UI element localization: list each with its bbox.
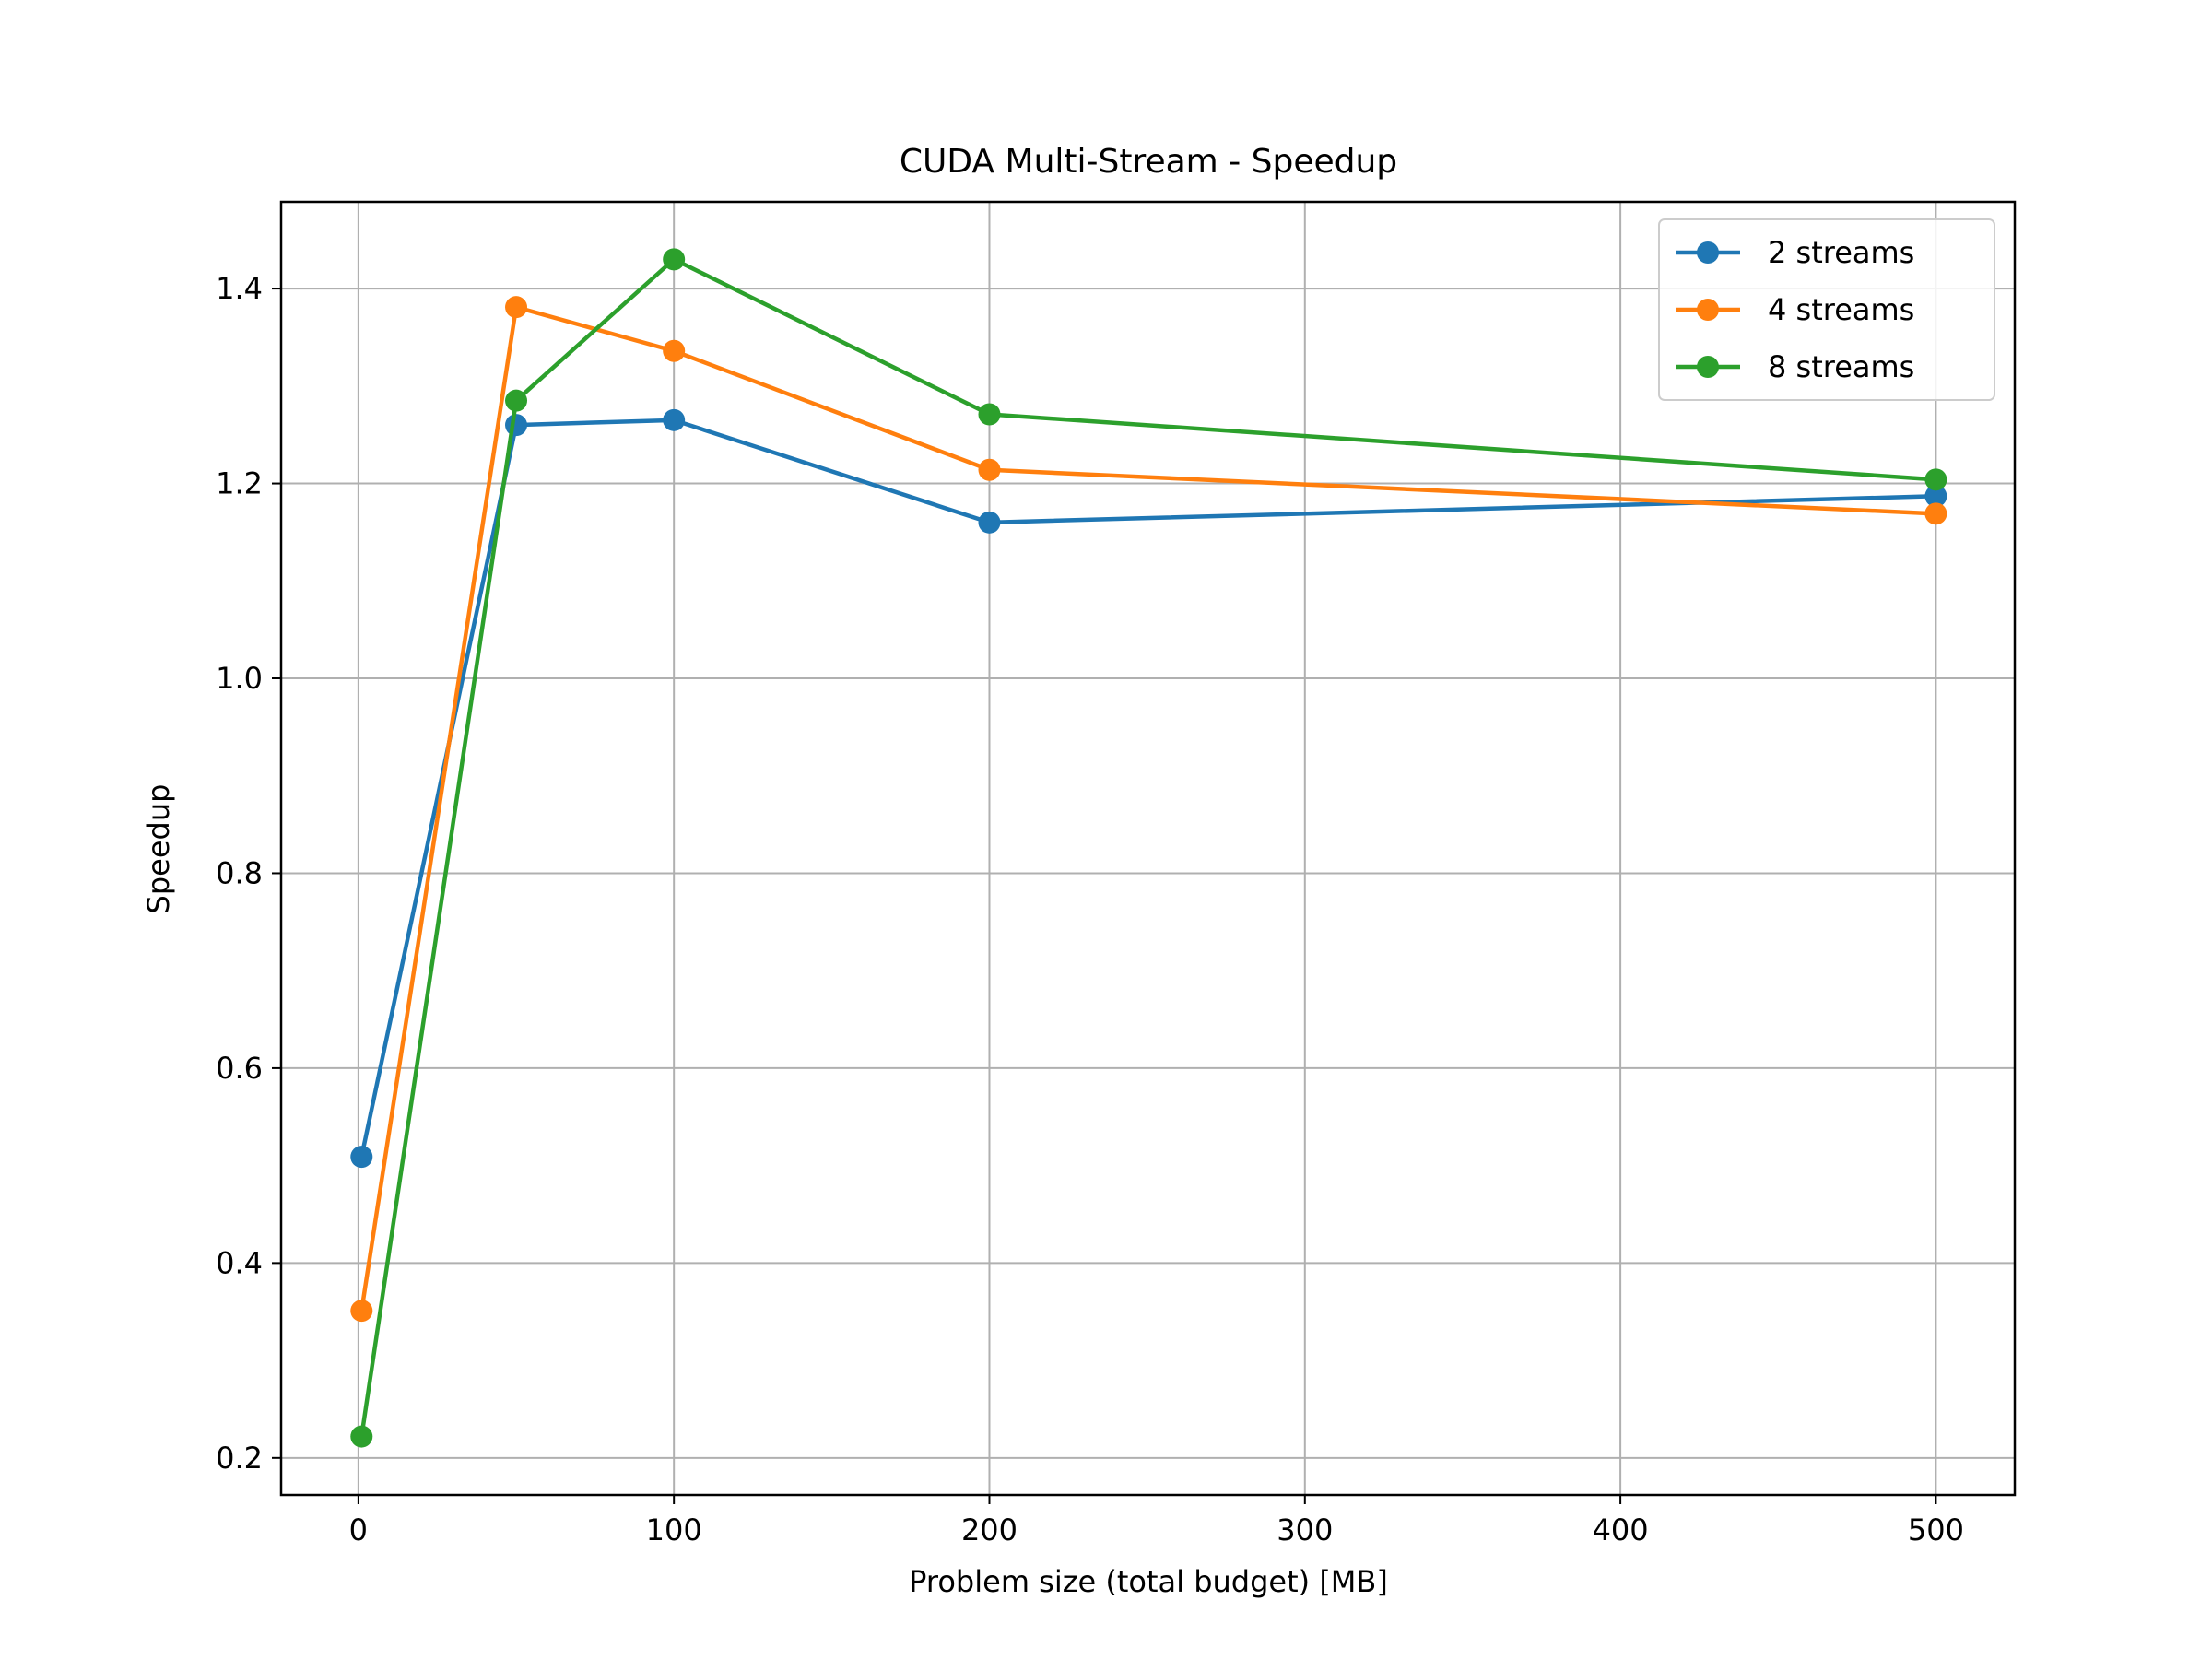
data-point	[1924, 485, 1947, 508]
x-tick-label: 400	[1593, 1512, 1649, 1547]
data-point	[663, 248, 686, 271]
data-point	[350, 1300, 373, 1323]
y-tick-label: 0.6	[216, 1051, 263, 1086]
x-tick-label: 200	[961, 1512, 1018, 1547]
plot-frame	[279, 200, 2017, 1497]
series-line	[359, 304, 1936, 1312]
data-point	[350, 1146, 373, 1169]
data-point	[505, 389, 528, 412]
x-tick-label: 0	[349, 1512, 368, 1547]
series-line	[359, 257, 1936, 1437]
data-point	[978, 458, 1001, 481]
legend-label: 4 streams	[1768, 292, 1914, 327]
legend-marker	[1697, 356, 1719, 378]
y-tick-label: 1.4	[216, 271, 263, 306]
series-line	[359, 418, 1936, 1158]
data-point	[663, 408, 686, 431]
legend-label: 2 streams	[1768, 235, 1914, 270]
y-tick-label: 0.2	[216, 1441, 263, 1476]
legend-label: 8 streams	[1768, 349, 1914, 384]
chart-title: CUDA Multi-Stream - Speedup	[900, 143, 1397, 181]
legend-box	[1658, 218, 1995, 401]
x-tick-label: 500	[1908, 1512, 1964, 1547]
y-tick-label: 1.2	[216, 466, 263, 501]
series-4-streams	[350, 296, 1947, 1323]
x-tick-label: 100	[646, 1512, 702, 1547]
legend-marker	[1697, 299, 1719, 321]
data-point	[350, 1425, 373, 1448]
data-point	[978, 511, 1001, 534]
data-point	[1924, 468, 1947, 491]
y-tick-label: 0.4	[216, 1245, 263, 1280]
y-axis-label: Speedup	[141, 784, 176, 914]
data-point	[978, 403, 1001, 426]
y-tick-label: 1.0	[216, 661, 263, 696]
axis-ticks: 0 100 200 300 400 500 0.2 0.4 0.6 0.8 1.0 1.2 1.4	[216, 271, 1964, 1547]
legend-marker	[1697, 241, 1719, 264]
x-tick-label: 300	[1277, 1512, 1333, 1547]
series-lines	[350, 248, 1947, 1448]
x-axis-label: Problem size (total budget) [MB]	[909, 1564, 1388, 1599]
y-tick-label: 0.8	[216, 855, 263, 890]
series-2-streams	[350, 408, 1947, 1169]
data-point	[505, 414, 528, 437]
series-8-streams	[350, 248, 1947, 1448]
data-point	[1924, 502, 1947, 525]
legend: 2 streams 4 streams 8 streams	[1658, 218, 1995, 401]
data-point	[505, 296, 528, 319]
data-point	[663, 339, 686, 362]
